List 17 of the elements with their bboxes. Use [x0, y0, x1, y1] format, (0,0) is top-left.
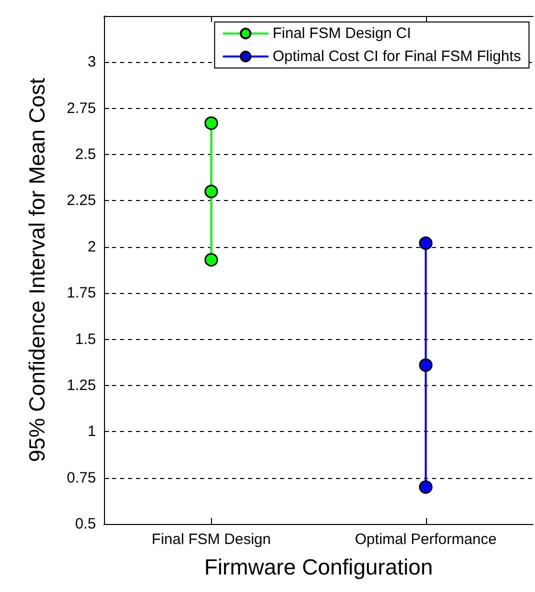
y-tick-label: 1	[88, 423, 96, 440]
x-axis-title: Firmware Configuration	[204, 554, 433, 580]
x-tick-label: Final FSM Design	[152, 531, 271, 548]
y-tick-label: 3	[88, 54, 96, 71]
y-tick-label: 2.25	[66, 192, 96, 210]
y-tick-label: 2	[88, 238, 96, 256]
x-tick-label: Optimal Performance	[354, 531, 497, 548]
y-tick-label: 2.5	[75, 146, 96, 164]
legend-label: Optimal Cost CI for Final FSM Flights	[272, 48, 522, 65]
legend-label: Final FSM Design CI	[272, 25, 411, 42]
y-tick-label: 1.75	[66, 284, 96, 302]
y-tick-label: 1.25	[66, 376, 96, 394]
y-tick-label: 0.75	[66, 469, 96, 486]
y-tick-label: 0.5	[75, 516, 96, 532]
y-tick-label: 2.75	[66, 100, 96, 117]
y-tick-label: 1.5	[75, 330, 96, 348]
y-axis-title: 95% Confidence Interval for Mean Cost	[24, 78, 50, 462]
